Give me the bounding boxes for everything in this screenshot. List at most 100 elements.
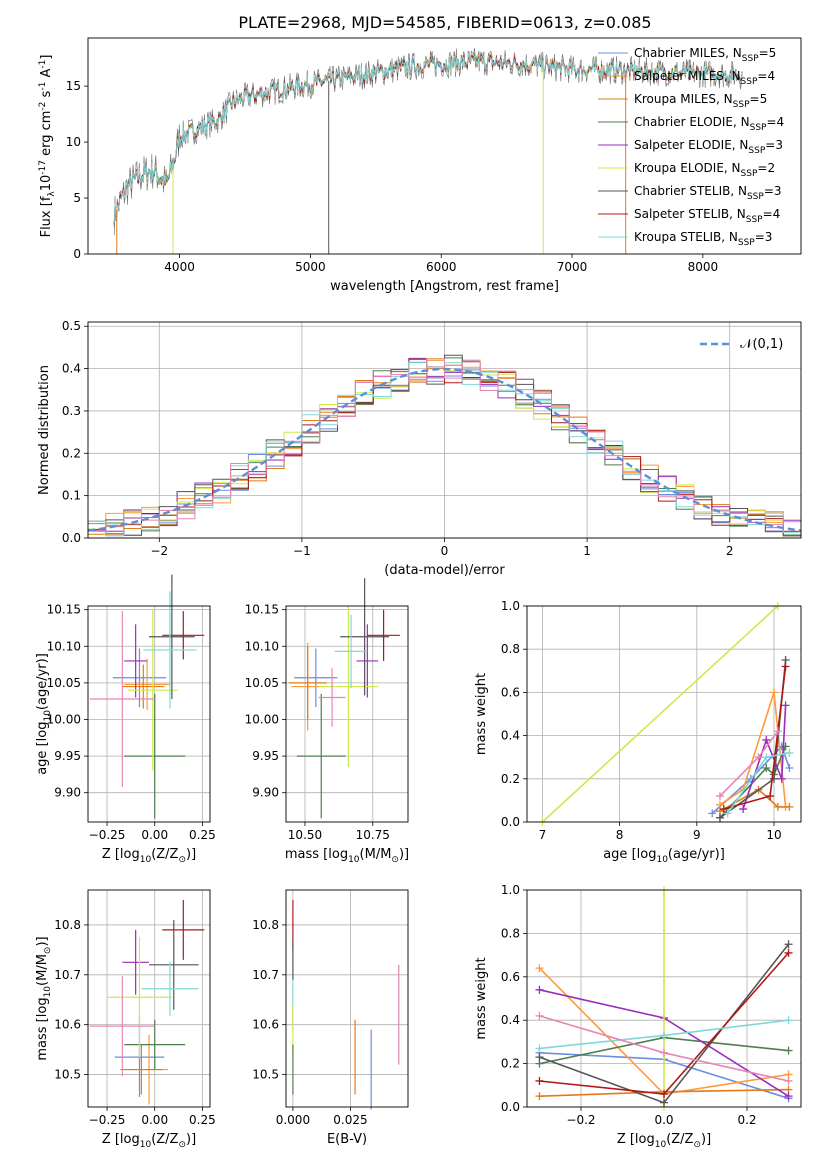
tick-label: 9.95 — [54, 749, 81, 763]
age-vs-mass-panel: 10.50 10.75 9.90 9.95 10.00 10.05 10.10 10.15 ma… — [245, 578, 409, 865]
tick-label: 10.05 — [47, 676, 81, 690]
tick-label: 0.00 — [141, 828, 168, 842]
y-axis-label: mass weight — [474, 673, 489, 755]
weight-marker — [535, 964, 544, 973]
tick-label: 10.75 — [356, 828, 390, 842]
x-axis-label: wavelength [Angstrom, rest frame] — [330, 279, 559, 294]
tick-label: 6000 — [426, 260, 457, 274]
legend-label: Chabrier MILES, NSSP=5 — [634, 46, 776, 64]
legend-label: Salpeter ELODIE, NSSP=3 — [634, 138, 783, 156]
weight-line — [719, 788, 790, 812]
weight-marker — [785, 802, 794, 811]
tick-label: 7 — [539, 828, 547, 842]
tick-label: 9.90 — [54, 786, 81, 800]
x-axis-label: Z [log10(Z/Z⊙)] — [617, 1132, 711, 1150]
weight-marker — [777, 774, 786, 783]
tick-label: 0.0 — [501, 1100, 520, 1114]
tick-label: 4000 — [164, 260, 195, 274]
tick-label: 10.5 — [252, 1068, 279, 1082]
tick-label: 0.4 — [62, 362, 81, 376]
y-axis-label: age [log10(age/yr)] — [35, 653, 53, 775]
tick-label: 10.7 — [54, 968, 81, 982]
tick-label: 10.05 — [245, 676, 279, 690]
weight-marker — [535, 1053, 544, 1062]
tick-label: 7000 — [557, 260, 588, 274]
tick-label: 0.2 — [62, 446, 81, 460]
tick-label: 0.025 — [333, 1113, 367, 1127]
tick-label: 0.000 — [276, 1113, 310, 1127]
tick-label: 10.10 — [245, 639, 279, 653]
tick-label: 0.1 — [62, 489, 81, 503]
x-axis-label: mass [log10(M/M⊙)] — [285, 847, 409, 865]
weight-marker — [784, 948, 793, 957]
age-vs-Z-panel: −0.25 0.00 0.25 9.90 9.95 10.00 10.05 10.10 10.1… — [35, 574, 216, 865]
tick-label: −0.2 — [566, 1113, 595, 1127]
axes-frame — [87, 889, 211, 1108]
tick-label: 10.00 — [47, 712, 81, 726]
tick-label: 0.6 — [501, 970, 520, 984]
weight-line — [719, 659, 787, 819]
weight-marker — [660, 1048, 668, 1057]
weight-marker — [715, 792, 724, 801]
weight-line — [723, 666, 787, 810]
y-axis-label: mass [log10(M/M⊙)] — [35, 936, 53, 1060]
tick-label: 9.95 — [252, 749, 279, 763]
tick-label: 10.8 — [252, 918, 279, 932]
legend-label: Salpeter MILES, NSSP=4 — [634, 69, 775, 87]
tick-label: 0.4 — [501, 729, 520, 743]
tick-label: 0 — [441, 544, 449, 558]
tick-label: 0.5 — [62, 319, 81, 333]
tick-label: 0.2 — [737, 1113, 756, 1127]
weight-marker — [660, 1098, 668, 1107]
y-axis-label: mass weight — [474, 957, 489, 1039]
tick-label: 10.7 — [252, 968, 279, 982]
tick-label: 10 — [766, 828, 781, 842]
massweight-vs-Z-panel: −0.2 0.0 0.2 0.0 0.2 0.4 0.6 0.8 1.0 Z [log10(Z/Z… — [474, 883, 802, 1150]
weight-marker — [784, 1046, 793, 1055]
weight-marker — [535, 1076, 544, 1085]
weight-marker — [781, 662, 790, 671]
tick-label: 0.25 — [189, 828, 216, 842]
axes-frame — [526, 889, 802, 1108]
normal-curve — [87, 367, 802, 532]
tick-label: −1 — [293, 544, 311, 558]
tick-label: 0.25 — [189, 1113, 216, 1127]
weight-marker — [773, 802, 782, 811]
weight-marker — [535, 985, 544, 994]
tick-label: 1 — [583, 544, 591, 558]
tick-label: 9.90 — [252, 786, 279, 800]
weight-marker — [766, 792, 775, 801]
tick-label: 8 — [616, 828, 624, 842]
weight-marker — [723, 809, 732, 818]
tick-label: 8000 — [688, 260, 719, 274]
tick-label: 5 — [73, 191, 81, 205]
tick-label: 10.15 — [245, 603, 279, 617]
weight-marker — [784, 1016, 793, 1025]
weight-marker — [784, 940, 793, 949]
y-axis-label: Normed distribution — [37, 365, 52, 495]
legend-label: Kroupa MILES, NSSP=5 — [634, 92, 767, 110]
x-axis-label: (data-model)/error — [384, 563, 505, 578]
spectrum-panel: 4000 5000 6000 7000 8000 0 5 10 15 wavelength [An… — [38, 37, 802, 294]
tick-label: 0.0 — [654, 1113, 673, 1127]
axes-frame — [87, 321, 802, 539]
weight-marker — [781, 701, 790, 710]
residuals-panel: −2 −1 0 1 2 0.0 0.1 0.2 0.3 0.4 0.5 (data-model)/er… — [37, 319, 802, 578]
tick-label: 0.00 — [141, 1113, 168, 1127]
legend-label: Chabrier ELODIE, NSSP=4 — [634, 115, 784, 133]
weight-marker — [769, 774, 778, 783]
x-axis-label: E(B-V) — [327, 1132, 367, 1147]
tick-label: 0.6 — [501, 685, 520, 699]
tick-label: 0.4 — [501, 1013, 520, 1027]
x-axis-label: Z [log10(Z/Z⊙)] — [102, 847, 196, 865]
tick-label: 10.00 — [245, 712, 279, 726]
tick-label: 10.5 — [54, 1068, 81, 1082]
axes-frame — [526, 605, 802, 823]
tick-label: 9 — [693, 828, 701, 842]
tick-label: 1.0 — [501, 883, 520, 897]
x-axis-label: Z [log10(Z/Z⊙)] — [102, 1132, 196, 1150]
tick-label: 0.8 — [501, 642, 520, 656]
axes-frame — [87, 37, 802, 255]
weight-marker — [762, 735, 771, 744]
